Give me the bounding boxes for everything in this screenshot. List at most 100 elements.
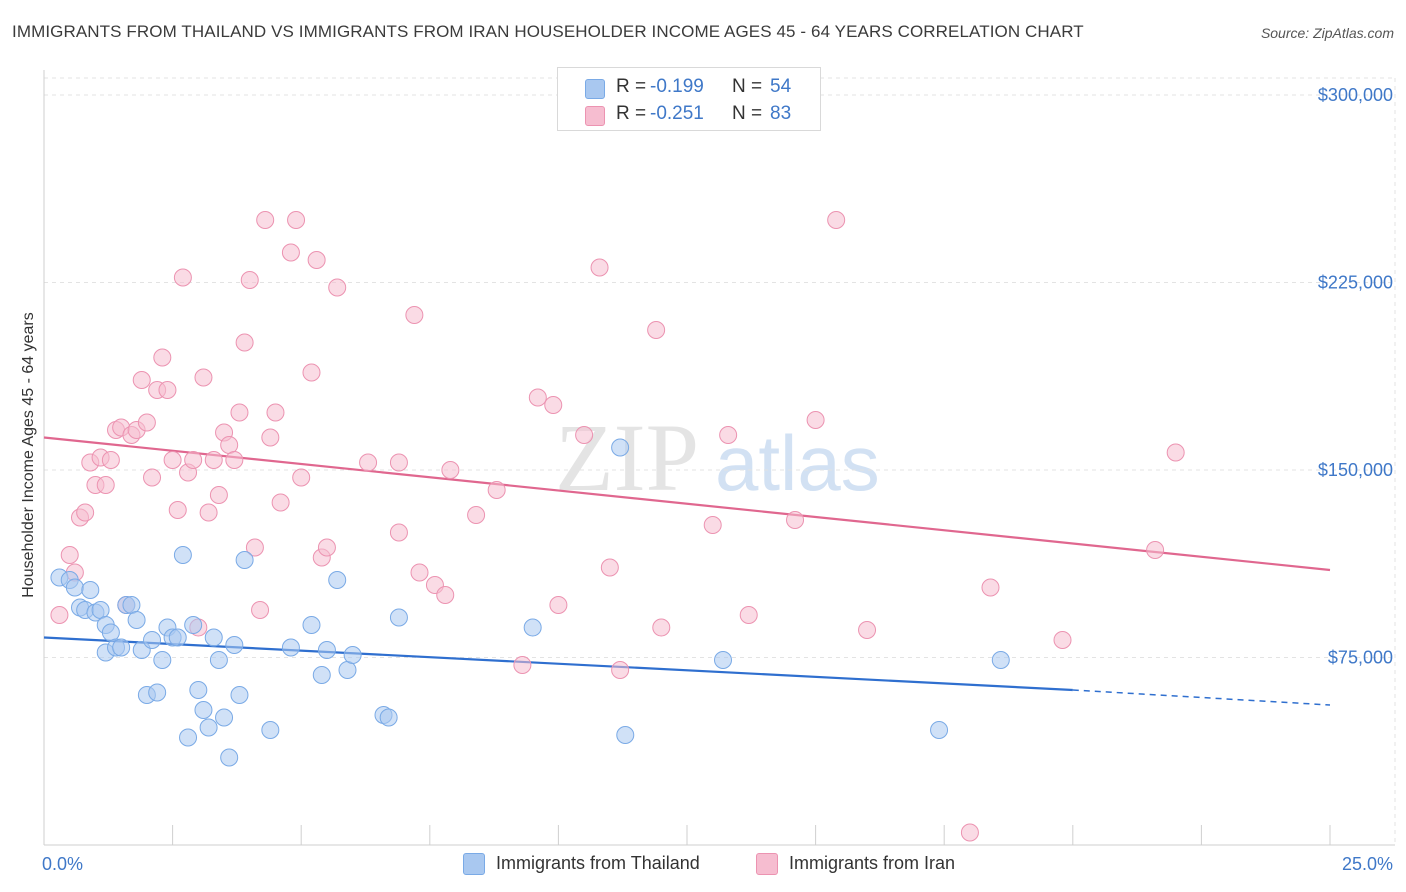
iran-point xyxy=(168,501,187,519)
iran-point xyxy=(132,371,151,389)
thailand-point xyxy=(302,616,321,634)
thailand-point xyxy=(127,611,146,629)
iran-point xyxy=(173,268,192,287)
legend-row-thailand: R = -0.199 N = 54 xyxy=(558,74,820,101)
legend-n-value: 54 xyxy=(770,76,792,97)
thailand-point xyxy=(184,616,203,634)
iran-point xyxy=(194,368,213,387)
thailand-point xyxy=(328,571,347,589)
iran-point xyxy=(271,493,290,512)
thailand-point xyxy=(179,728,198,747)
thailand-point xyxy=(112,638,131,657)
thailand-point xyxy=(148,683,167,702)
thailand-point xyxy=(230,686,249,704)
iran-point xyxy=(143,468,162,487)
iran-point xyxy=(410,563,429,582)
legend-n-label: N = xyxy=(732,76,763,97)
thailand-point xyxy=(153,651,172,669)
iran-point xyxy=(209,486,228,504)
iran-point xyxy=(703,516,722,534)
thailand-point xyxy=(143,631,162,649)
thailand-point xyxy=(389,608,408,627)
iran-point xyxy=(235,333,254,352)
thailand-swatch xyxy=(585,79,605,99)
iran-point xyxy=(261,428,280,447)
iran-point xyxy=(302,363,321,382)
iran-point xyxy=(225,451,244,469)
y-tick-label: $225,000 xyxy=(1318,273,1393,293)
thailand-point xyxy=(281,638,300,657)
iran-point xyxy=(389,453,408,472)
iran-point xyxy=(245,538,264,557)
iran-point xyxy=(960,823,979,842)
iran-point xyxy=(611,661,630,679)
thailand-point xyxy=(225,636,244,654)
iran-point xyxy=(719,426,738,444)
iran-point xyxy=(806,411,825,429)
iran-point xyxy=(204,451,223,469)
iran-point xyxy=(163,451,182,469)
iran-point xyxy=(317,538,336,557)
y-tick-label: $300,000 xyxy=(1318,85,1393,105)
iran-point xyxy=(307,251,326,269)
iran-point xyxy=(287,211,306,229)
iran-point xyxy=(220,436,239,454)
thailand-point xyxy=(523,618,542,637)
iran-point xyxy=(544,396,563,414)
iran-point xyxy=(199,503,218,522)
y-axis-label: Householder Income Ages 45 - 64 years xyxy=(20,312,37,598)
thailand-point xyxy=(65,578,84,597)
iran-swatch xyxy=(756,853,778,875)
thailand-point xyxy=(714,651,733,669)
iran-point xyxy=(528,388,547,407)
thailand-point xyxy=(101,623,120,642)
thailand-point xyxy=(194,701,213,719)
iran-point xyxy=(230,403,249,422)
thailand-point xyxy=(991,651,1010,669)
iran-point xyxy=(256,211,275,229)
x-tick-label-min: 0.0% xyxy=(42,854,83,874)
iran-point xyxy=(1166,443,1185,462)
iran-point xyxy=(436,586,455,604)
iran-point xyxy=(328,278,347,297)
thailand-swatch xyxy=(463,853,485,875)
thailand-point xyxy=(343,646,362,664)
iran-point xyxy=(240,271,259,289)
iran-point xyxy=(184,451,203,469)
y-tick-label: $75,000 xyxy=(1328,648,1393,668)
iran-swatch xyxy=(585,106,605,126)
thailand-point xyxy=(199,718,218,737)
thailand-point xyxy=(189,681,208,699)
iran-point xyxy=(487,481,506,499)
thailand-point xyxy=(235,551,254,569)
thailand-point xyxy=(611,438,630,457)
iran-point xyxy=(359,453,378,472)
data-points xyxy=(50,211,1185,842)
thailand-trend-extension xyxy=(1072,689,1331,706)
iran-point xyxy=(405,306,424,324)
legend-r-label: R = xyxy=(616,103,647,124)
thailand-point xyxy=(220,748,239,767)
iran-point xyxy=(827,211,846,229)
iran-point xyxy=(513,656,532,674)
watermark-atlas: atlas xyxy=(715,419,880,507)
thailand-point xyxy=(317,641,336,659)
legend-n-label: N = xyxy=(732,103,763,124)
thailand-point xyxy=(173,546,192,564)
x-tick-label-max: 25.0% xyxy=(1342,854,1393,874)
axes xyxy=(43,70,1395,846)
source-label: Source: ZipAtlas.com xyxy=(1260,25,1394,41)
iran-trend-line xyxy=(43,436,1331,572)
iran-point xyxy=(600,558,619,577)
iran-point xyxy=(281,243,300,262)
thailand-point xyxy=(81,581,100,599)
thailand-point xyxy=(930,721,949,739)
thailand-point xyxy=(261,721,280,739)
iran-point xyxy=(1053,631,1072,649)
thailand-point xyxy=(168,628,187,647)
thailand-point xyxy=(338,661,357,679)
thailand-point xyxy=(209,651,228,669)
y-tick-labels: $75,000 $150,000 $225,000 $300,000 xyxy=(1318,85,1393,668)
thailand-point xyxy=(215,708,234,727)
chart-title: IMMIGRANTS FROM THAILAND VS IMMIGRANTS F… xyxy=(12,22,1084,41)
